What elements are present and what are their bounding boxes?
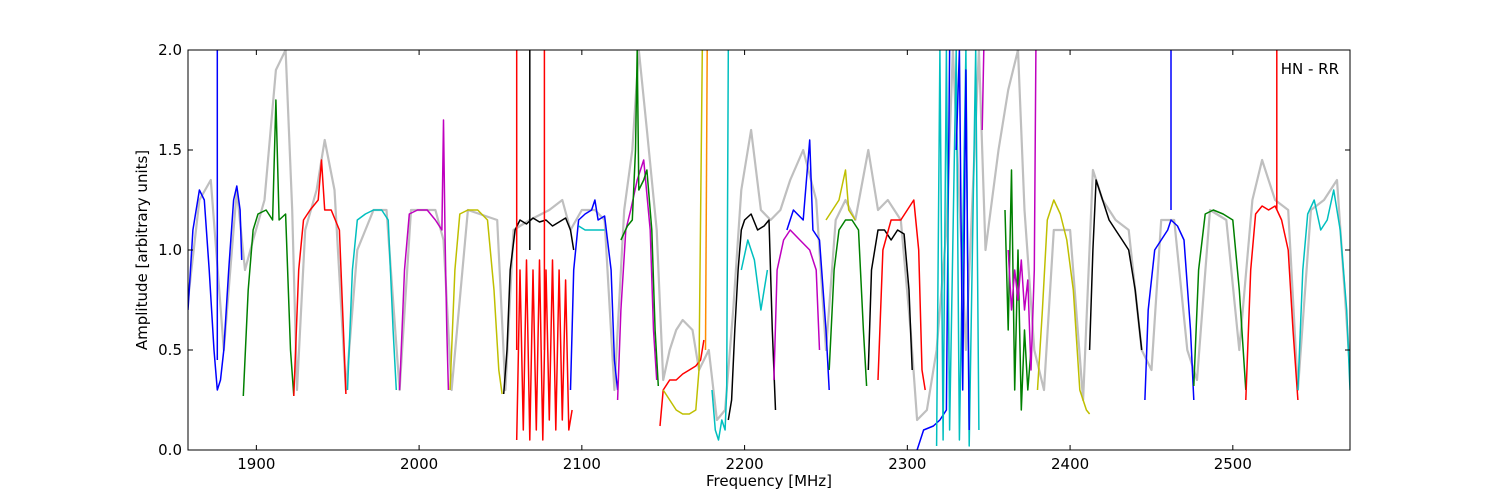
plot-lines	[188, 50, 1350, 450]
y-tick-label: 1.0	[158, 241, 182, 259]
series-line-21	[740, 239, 769, 311]
series-line-13	[578, 225, 605, 231]
reference-series-line	[188, 50, 1350, 422]
plot-frame	[187, 49, 1351, 451]
x-tick-label: 1900	[237, 455, 275, 473]
x-tick-label: 2000	[400, 455, 438, 473]
series-line-6	[449, 209, 503, 395]
series-line-5	[398, 119, 450, 391]
chart-annotation: HN - RR	[1281, 60, 1339, 78]
series-line-31	[981, 50, 985, 131]
series-line-14	[616, 159, 658, 401]
x-tick-label: 2100	[563, 455, 601, 473]
series-line-41	[1297, 189, 1350, 391]
series-line-2	[242, 99, 295, 397]
y-tick-label: 0.0	[158, 441, 182, 459]
series-line-30	[955, 50, 970, 431]
x-tick-label: 2200	[725, 455, 763, 473]
y-tick-label: 2.0	[158, 41, 182, 59]
series-line-22	[773, 229, 821, 381]
x-tick-label: 2300	[888, 455, 926, 473]
series-line-0	[188, 185, 243, 391]
series-line-9	[515, 259, 573, 441]
series-line-33	[1007, 50, 1037, 371]
series-line-27	[877, 199, 926, 391]
series-line-23	[786, 139, 830, 391]
y-tick-label: 1.5	[158, 141, 182, 159]
series-line-38	[1193, 209, 1247, 391]
x-axis-label: Frequency [MHz]	[706, 472, 832, 490]
series-line-29	[935, 50, 980, 447]
series-line-7	[502, 217, 575, 395]
series-line-18	[704, 50, 708, 351]
series-line-26	[867, 229, 913, 371]
x-tick-label: 2500	[1214, 455, 1252, 473]
series-line-24	[825, 169, 856, 221]
y-tick-label: 0.5	[158, 341, 182, 359]
x-tick-label: 2400	[1051, 455, 1089, 473]
series-line-36	[1144, 219, 1195, 401]
series-line-34	[1036, 199, 1091, 415]
series-line-3	[293, 159, 347, 397]
series-line-20	[727, 213, 777, 421]
series-line-17	[662, 50, 704, 415]
series-line-12	[569, 199, 619, 391]
series-line-4	[346, 209, 398, 391]
series-line-35	[1088, 179, 1143, 351]
series-line-19	[711, 50, 730, 441]
axis-ticks: 1900 2000 2100 2200 2300 2400 2500 0.0 0.5 1.0 1.5…	[158, 41, 1350, 473]
y-axis-label: Amplitude [arbitrary units]	[133, 150, 151, 350]
series-line-39	[1245, 205, 1299, 401]
series-line-15	[620, 50, 660, 387]
series-line-25	[828, 219, 868, 387]
